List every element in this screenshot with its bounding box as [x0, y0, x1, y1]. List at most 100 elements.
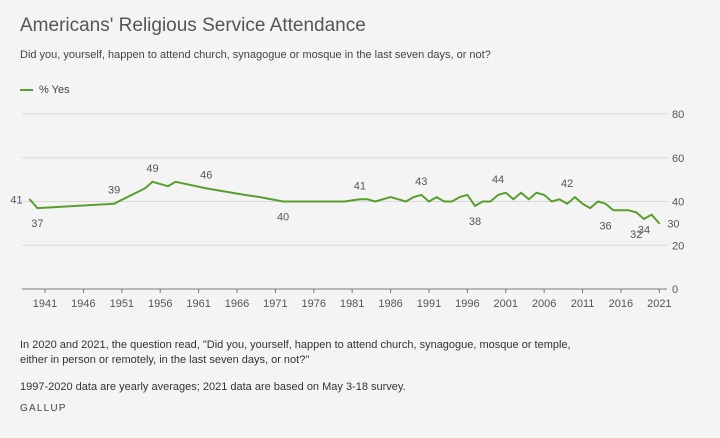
x-tick-label: 1971 — [263, 298, 287, 310]
data-point — [343, 200, 346, 203]
y-tick-label: 40 — [672, 197, 684, 209]
y-tick-label: 20 — [672, 240, 684, 252]
data-point — [167, 185, 169, 187]
data-label: 37 — [31, 218, 43, 230]
data-point — [589, 207, 592, 209]
footnote-data-source: 1997-2020 data are yearly averages; 2021… — [20, 381, 406, 393]
data-point — [527, 198, 530, 201]
data-point — [312, 200, 315, 203]
data-point — [366, 198, 369, 201]
data-point — [466, 194, 469, 196]
data-label: 46 — [200, 169, 212, 181]
data-point — [504, 191, 507, 194]
data-point — [144, 187, 146, 190]
x-tick-label: 2021 — [647, 298, 671, 310]
data-label: 36 — [599, 220, 611, 232]
y-tick-label: 60 — [672, 153, 684, 165]
data-label: 32 — [630, 229, 642, 241]
data-point — [174, 181, 177, 183]
chart-subtitle: Did you, yourself, happen to attend chur… — [20, 49, 491, 61]
data-point — [481, 200, 484, 203]
data-label: 41 — [354, 180, 366, 192]
data-label: 38 — [469, 216, 481, 228]
x-tick-label: 1946 — [71, 298, 95, 310]
data-label: 39 — [108, 185, 120, 197]
data-point — [574, 196, 576, 198]
data-label: 44 — [492, 174, 504, 186]
data-point — [36, 207, 39, 209]
data-point — [543, 194, 545, 196]
x-tick-label: 1981 — [340, 298, 364, 310]
data-point — [566, 202, 568, 205]
data-point — [612, 209, 615, 212]
data-label: 43 — [415, 176, 427, 188]
data-point — [443, 200, 446, 203]
x-tick-label: 1966 — [225, 298, 249, 310]
data-point — [113, 202, 115, 205]
data-point — [420, 194, 423, 196]
data-point — [458, 196, 461, 198]
line-chart: 1941 1946 1951 1956 1961 1966 1971 1976 1981 1986… — [10, 109, 684, 310]
data-point — [359, 198, 361, 201]
legend-swatch — [20, 89, 33, 91]
x-tick-label: 1991 — [417, 298, 441, 310]
data-point — [205, 187, 208, 190]
data-point — [259, 196, 261, 198]
x-tick-label: 1986 — [378, 298, 402, 310]
data-label: 41 — [10, 194, 22, 206]
data-label: 34 — [638, 225, 650, 237]
chart-legend: % Yes — [20, 84, 70, 96]
x-axis: 1941 1946 1951 1956 1961 1966 1971 1976 1981 1986… — [33, 289, 672, 310]
x-tick-label: 1961 — [186, 298, 210, 310]
data-point — [435, 196, 438, 198]
brand-logo-text: GALLUP — [20, 403, 67, 414]
data-point — [627, 209, 630, 212]
data-point — [658, 222, 661, 225]
data-point — [428, 200, 430, 203]
data-point — [520, 191, 522, 194]
legend-label: % Yes — [39, 84, 70, 96]
chart-title: Americans' Religious Service Attendance — [20, 15, 366, 36]
data-point — [643, 218, 645, 220]
data-point — [512, 198, 515, 201]
x-tick-label: 2011 — [571, 298, 595, 310]
data-point — [497, 194, 499, 196]
data-point — [374, 200, 377, 203]
data-point — [535, 191, 538, 194]
data-point — [650, 213, 653, 216]
data-point — [558, 198, 561, 201]
data-point — [635, 211, 638, 214]
data-label: 30 — [667, 218, 679, 230]
x-tick-label: 1941 — [33, 298, 57, 310]
data-point — [620, 209, 622, 212]
x-tick-label: 2001 — [494, 298, 518, 310]
data-point — [243, 194, 246, 196]
data-point — [28, 198, 31, 201]
y-tick-label: 0 — [672, 284, 678, 296]
data-point — [551, 200, 553, 203]
data-point — [581, 202, 584, 205]
data-point — [282, 200, 284, 203]
data-point — [405, 200, 407, 203]
data-point — [389, 196, 392, 198]
y-axis: 0 20 40 60 80 — [672, 109, 684, 296]
data-label: 42 — [561, 178, 573, 190]
data-label: 40 — [277, 212, 289, 224]
x-tick-label: 1956 — [148, 298, 172, 310]
x-tick-label: 2016 — [609, 298, 633, 310]
x-tick-label: 1996 — [455, 298, 479, 310]
data-point — [412, 196, 415, 198]
series-layer — [28, 180, 661, 225]
data-point — [451, 200, 453, 203]
data-point — [151, 181, 154, 183]
data-label: 49 — [146, 163, 158, 175]
x-tick-label: 1976 — [302, 298, 326, 310]
footnote-question-wording: In 2020 and 2021, the question read, "Di… — [20, 339, 571, 366]
data-point — [604, 202, 607, 205]
data-point — [474, 205, 476, 207]
x-tick-label: 2006 — [532, 298, 556, 310]
data-point — [597, 200, 599, 203]
data-point — [489, 200, 492, 203]
y-tick-label: 80 — [672, 109, 684, 121]
